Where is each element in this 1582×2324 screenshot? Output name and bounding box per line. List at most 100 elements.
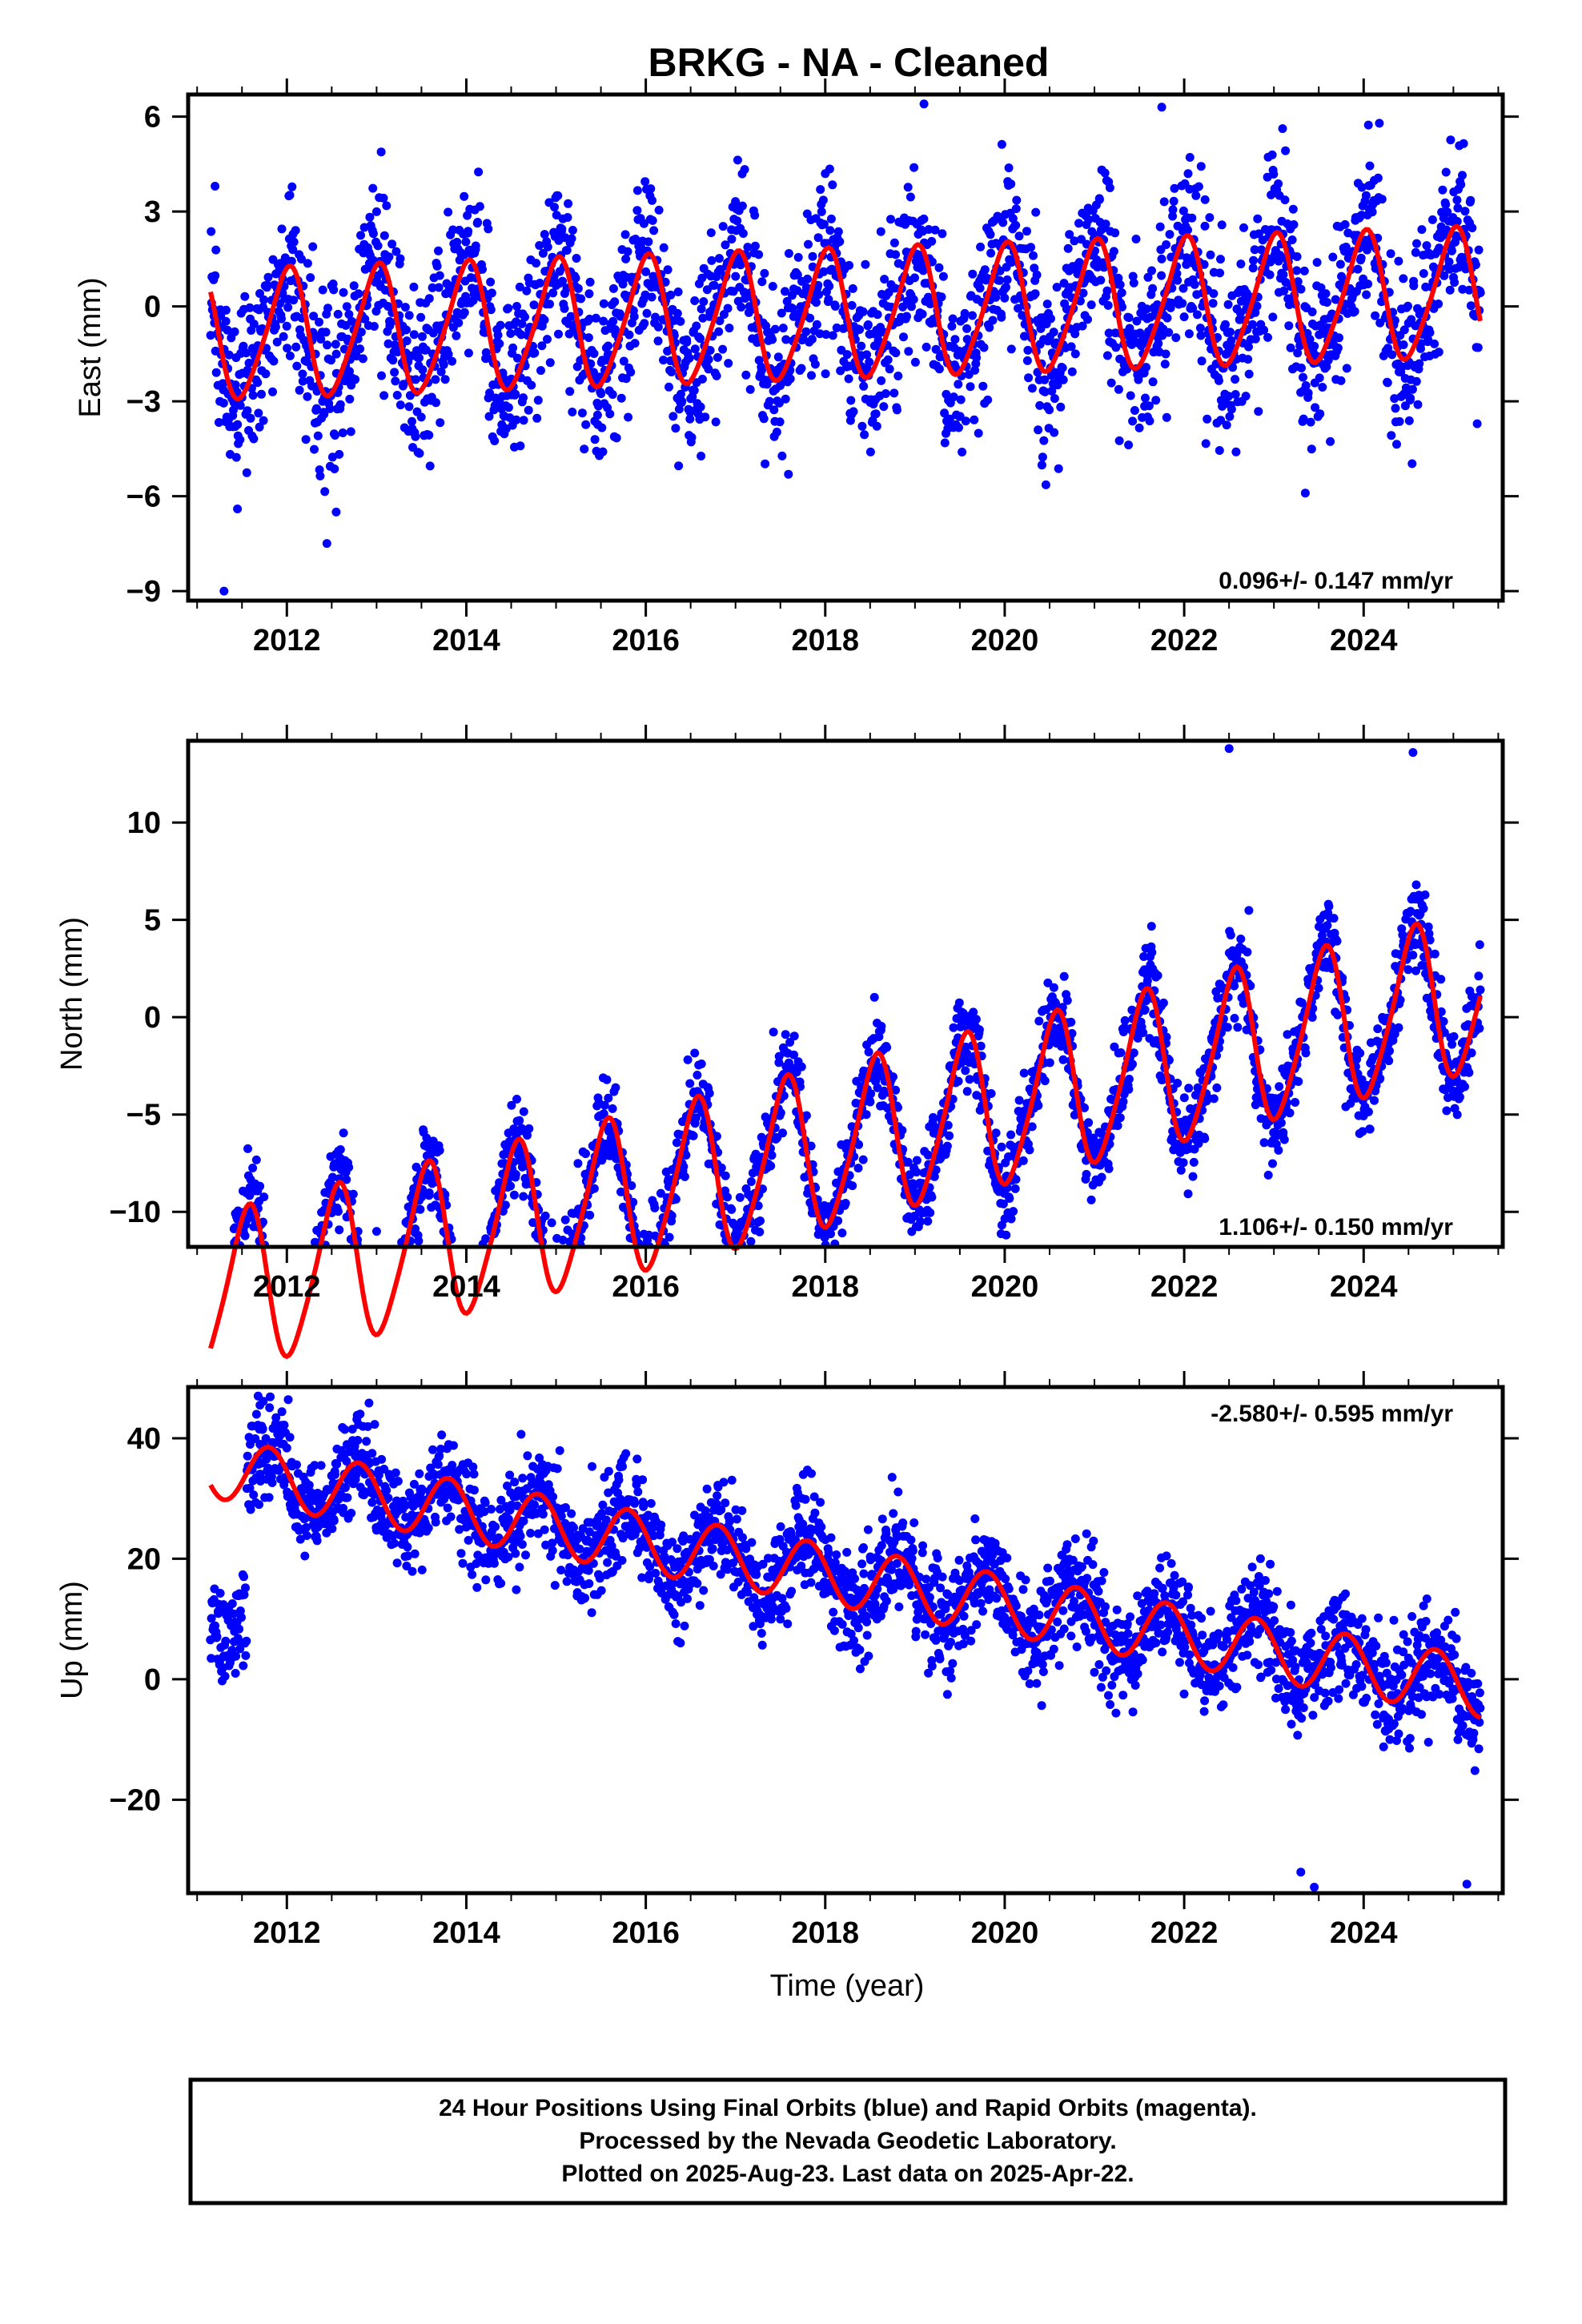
east-point <box>291 342 301 352</box>
east-point <box>608 390 617 400</box>
north-point <box>1230 1014 1239 1023</box>
east-point <box>907 302 916 312</box>
east-x-tick-label: 2012 <box>253 624 321 657</box>
east-point <box>421 345 431 355</box>
east-point <box>1336 376 1346 385</box>
north-point <box>954 1076 963 1086</box>
east-point <box>619 356 628 366</box>
east-point <box>924 225 934 234</box>
east-point <box>349 281 359 291</box>
east-point <box>461 237 471 247</box>
east-point <box>527 380 536 390</box>
north-point <box>945 1131 954 1140</box>
east-point <box>322 539 331 549</box>
east-point <box>807 371 816 380</box>
north-point <box>909 1212 919 1220</box>
east-point <box>330 464 339 473</box>
east-point <box>409 330 419 340</box>
east-point <box>862 350 872 360</box>
east-point <box>729 287 738 296</box>
east-point <box>1289 220 1299 229</box>
east-point <box>919 99 929 109</box>
north-point <box>865 1097 875 1107</box>
north-point <box>926 1208 935 1217</box>
east-point <box>1045 405 1054 415</box>
north-point <box>806 1141 816 1151</box>
east-point <box>560 304 569 313</box>
east-point <box>1103 300 1113 310</box>
east-point <box>599 299 608 308</box>
east-point <box>632 206 642 215</box>
north-point <box>942 1141 952 1151</box>
north-point <box>1027 1122 1037 1132</box>
east-point <box>1244 342 1253 352</box>
east-point <box>677 396 687 406</box>
east-point <box>1144 401 1154 411</box>
east-point <box>631 235 640 243</box>
east-point <box>1185 153 1195 162</box>
east-point <box>889 388 899 398</box>
east-point <box>519 416 528 425</box>
north-point <box>1200 1134 1210 1144</box>
north-point <box>1120 1015 1130 1025</box>
north-point <box>683 1055 693 1064</box>
east-point <box>351 375 360 384</box>
east-point <box>242 348 251 358</box>
east-point <box>589 349 599 358</box>
east-point <box>218 379 227 388</box>
east-point <box>416 312 426 322</box>
north-point <box>1142 976 1152 986</box>
east-point <box>1067 367 1077 376</box>
east-point <box>899 332 908 342</box>
east-point <box>434 246 443 255</box>
east-point <box>596 389 606 399</box>
east-point <box>404 311 414 320</box>
east-point <box>677 389 685 399</box>
north-point <box>1124 1084 1134 1094</box>
east-point <box>390 368 400 377</box>
east-point <box>1407 384 1417 394</box>
north-point <box>842 1139 852 1148</box>
north-point <box>1455 1092 1464 1102</box>
east-point <box>1171 333 1181 343</box>
north-point <box>778 1128 787 1138</box>
north-point <box>1059 971 1069 981</box>
east-y-tick-label: −9 <box>126 575 161 609</box>
east-point <box>335 449 344 459</box>
east-point <box>845 260 854 270</box>
east-point <box>773 352 783 362</box>
east-point <box>954 423 963 432</box>
north-point <box>656 1188 665 1198</box>
east-point <box>1070 329 1080 339</box>
east-point <box>721 240 730 250</box>
east-point <box>828 331 837 340</box>
east-point <box>711 417 721 427</box>
east-point <box>1037 460 1046 470</box>
north-point <box>969 1007 978 1017</box>
east-point <box>690 296 700 305</box>
east-point <box>504 304 513 313</box>
east-point <box>1126 391 1135 400</box>
north-point <box>949 1023 958 1032</box>
north-point <box>1188 1172 1198 1181</box>
east-point <box>379 231 389 240</box>
east-point <box>338 428 347 437</box>
east-point <box>599 316 608 326</box>
east-point <box>331 431 339 440</box>
north-point <box>1268 1159 1277 1168</box>
east-point <box>1466 301 1476 311</box>
east-point <box>857 341 866 351</box>
east-point <box>342 302 351 312</box>
east-point <box>706 228 716 238</box>
east-point <box>1216 255 1225 264</box>
east-point <box>223 325 232 335</box>
east-point <box>1357 183 1367 192</box>
east-point <box>571 273 580 283</box>
east-point <box>1208 299 1218 308</box>
east-point <box>1263 332 1272 342</box>
east-point <box>384 252 394 262</box>
east-point <box>1307 444 1316 454</box>
east-point <box>1194 182 1203 191</box>
north-point <box>1301 1048 1311 1058</box>
